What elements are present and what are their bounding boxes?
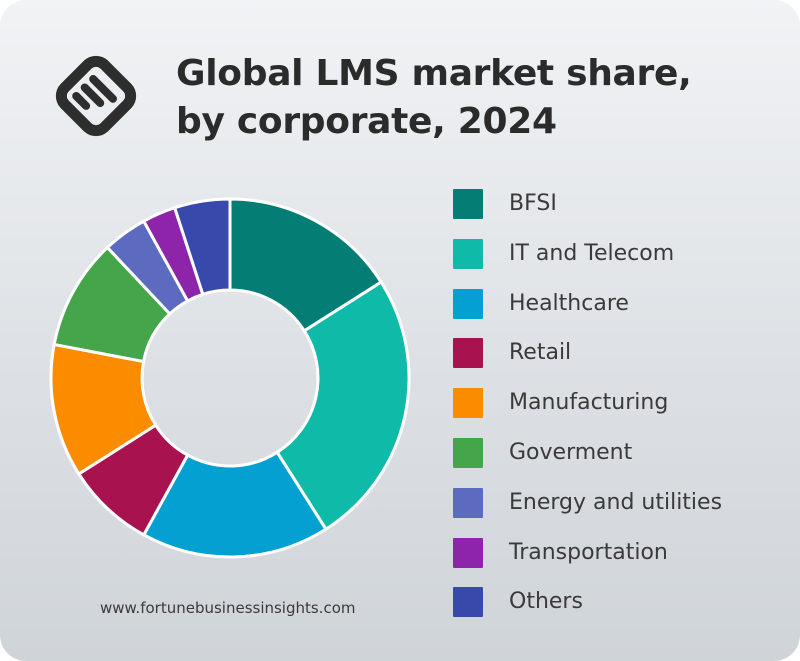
legend-swatch-goverment	[453, 438, 483, 468]
legend-item-bfsi: BFSI	[453, 189, 783, 229]
legend-label-others: Others	[509, 589, 583, 615]
donut-slice-bfsi	[228, 197, 384, 333]
legend-label-healthcare: Healthcare	[509, 290, 629, 316]
legend-swatch-bfsi	[453, 189, 483, 219]
legend-label-manufacturing: Manufacturing	[509, 390, 669, 416]
legend-item-retail: Retail	[453, 338, 783, 378]
legend-swatch-energy-and-utilities	[453, 487, 483, 518]
legend-label-transportation: Transportation	[509, 539, 668, 565]
legend-swatch-retail	[453, 338, 483, 369]
legend-label-retail: Retail	[509, 340, 572, 366]
legend-label-goverment: Goverment	[509, 440, 633, 465]
legend-item-it-and-telecom: IT and Telecom	[453, 238, 783, 279]
legend-swatch-it-and-telecom	[453, 238, 483, 269]
company-logo-icon	[55, 55, 137, 137]
donut-slice-healthcare	[141, 450, 328, 559]
legend-swatch-others	[453, 587, 483, 618]
chart-title: Global LMS market share, by corporate, 2…	[176, 50, 776, 146]
chart-title-line-1: Global LMS market share,	[176, 53, 692, 94]
donut-slice-it-and-telecom	[275, 280, 411, 532]
legend-item-healthcare: Healthcare	[453, 288, 783, 329]
chart-title-line-2: by corporate, 2024	[176, 101, 557, 142]
legend-label-energy-and-utilities: Energy and utilities	[509, 489, 723, 515]
legend-swatch-transportation	[453, 537, 483, 568]
legend-item-others: Others	[453, 587, 783, 627]
legend-item-transportation: Transportation	[453, 537, 783, 578]
legend-item-goverment: Goverment	[453, 438, 783, 478]
legend-label-it-and-telecom: IT and Telecom	[509, 240, 675, 266]
legend-swatch-healthcare	[453, 288, 483, 319]
donut-slice-others	[172, 197, 232, 297]
donut-chart	[49, 197, 411, 559]
source-url: www.fortunebusinessinsights.com	[100, 599, 356, 617]
legend-item-manufacturing: Manufacturing	[453, 388, 783, 428]
legend-swatch-manufacturing	[453, 388, 483, 419]
legend-item-energy-and-utilities: Energy and utilities	[453, 487, 783, 528]
legend-label-bfsi: BFSI	[509, 191, 557, 216]
